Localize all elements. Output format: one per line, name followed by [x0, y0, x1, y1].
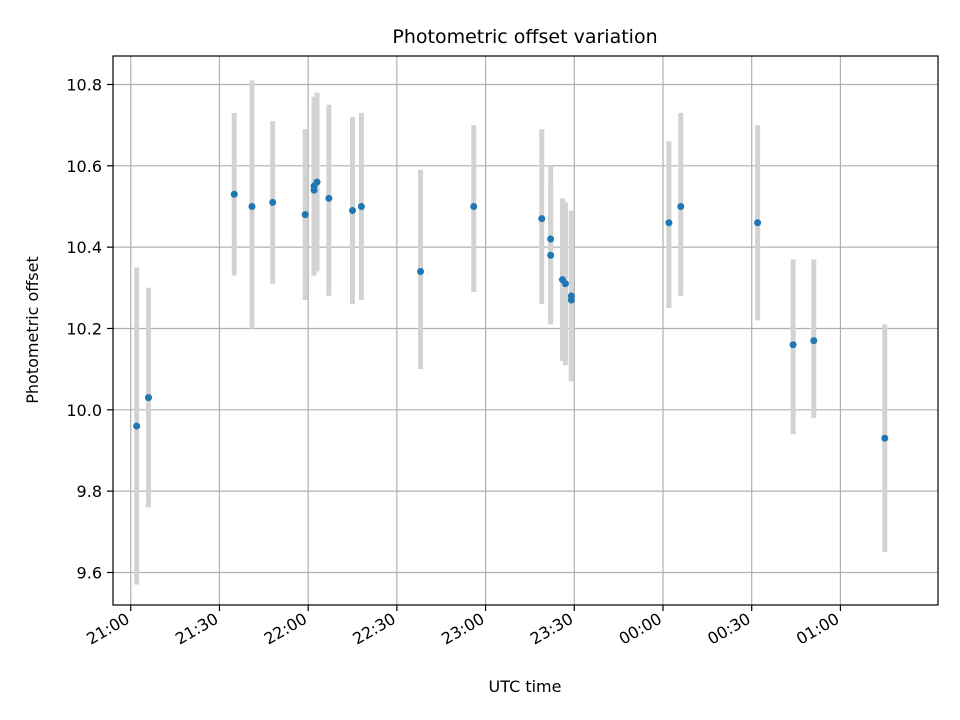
data-point — [313, 178, 321, 186]
y-tick-label: 10.8 — [66, 75, 102, 94]
data-point — [561, 280, 569, 288]
grid-lines — [113, 56, 938, 605]
y-tick-label: 10.6 — [66, 157, 102, 176]
y-axis-label: Photometric offset — [23, 256, 42, 404]
y-tick-label: 9.8 — [77, 482, 102, 501]
data-point — [417, 268, 425, 276]
y-tick-label: 9.6 — [77, 563, 102, 582]
data-point — [357, 202, 365, 210]
data-point — [677, 202, 685, 210]
data-point — [881, 434, 889, 442]
y-axis-ticks: 9.6 9.8 10.0 10.2 10.4 10.6 10.8 — [66, 75, 113, 582]
data-point — [144, 394, 152, 402]
data-point — [269, 198, 277, 206]
data-point — [310, 186, 318, 194]
data-point — [567, 296, 575, 304]
data-point — [248, 202, 256, 210]
data-point — [470, 202, 478, 210]
plot-frame — [112, 55, 939, 606]
chart-title: Photometric offset variation — [392, 26, 657, 48]
data-point — [349, 207, 357, 215]
data-point — [665, 219, 673, 227]
data-point — [810, 337, 818, 345]
y-tick-label: 10.4 — [66, 238, 102, 257]
y-tick-label: 10.0 — [66, 401, 102, 420]
data-point — [325, 194, 333, 202]
data-point — [789, 341, 797, 349]
data-point — [230, 190, 238, 198]
data-point — [301, 211, 309, 219]
y-tick-label: 10.2 — [66, 319, 102, 338]
data-point — [547, 251, 555, 259]
point-series — [133, 178, 889, 442]
data-point — [538, 215, 546, 223]
data-point — [133, 422, 141, 430]
x-axis-label: UTC time — [489, 677, 562, 696]
data-point — [547, 235, 555, 243]
data-point — [754, 219, 762, 227]
